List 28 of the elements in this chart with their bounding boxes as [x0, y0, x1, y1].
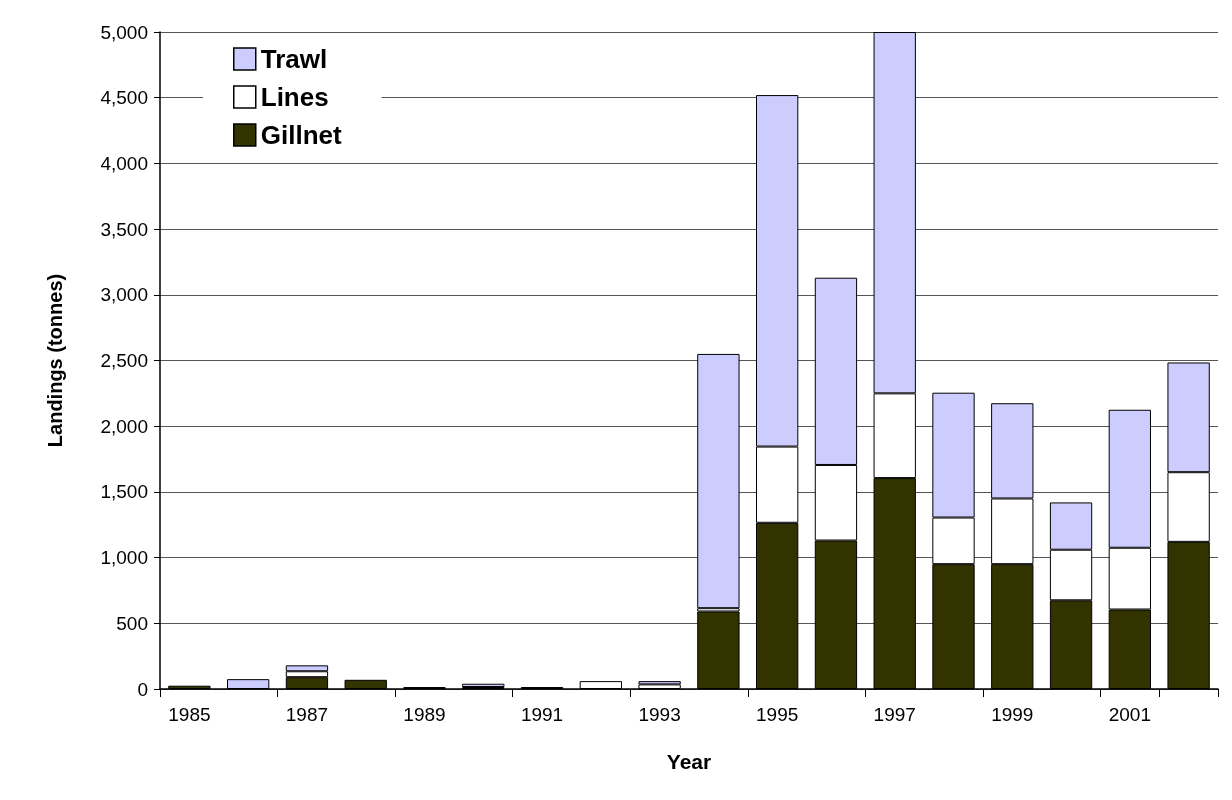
y-tick-label: 1,000 — [100, 547, 148, 569]
x-tick-label: 2001 — [1108, 704, 1151, 725]
bar — [638, 681, 681, 685]
x-tick-label: 1997 — [873, 704, 916, 725]
y-tick-label: 500 — [116, 612, 148, 634]
bar — [697, 353, 740, 609]
y-tick-label: 4,500 — [100, 87, 148, 109]
bar — [462, 683, 505, 688]
x-tick-label: 1989 — [403, 704, 446, 725]
y-tick-label: 3,500 — [100, 218, 148, 240]
legend-label: Gillnet — [260, 120, 342, 150]
x-tick-label: 1991 — [520, 704, 564, 725]
y-axis-title: Landings (tonnes) — [44, 273, 66, 448]
x-tick-label: 1987 — [285, 704, 329, 725]
legend-label: Trawl — [260, 44, 328, 74]
x-tick-label: 1995 — [756, 704, 799, 725]
y-tick-label: 5,000 — [100, 21, 148, 43]
y-tick-label: 1,500 — [100, 481, 148, 503]
y-tick-label: 3,000 — [100, 284, 148, 306]
legend-label: Lines — [260, 82, 329, 112]
x-axis-title: Year — [666, 750, 712, 773]
x-tick-label: 1993 — [638, 704, 681, 725]
y-tick-label: 4,000 — [100, 152, 148, 174]
x-tick-label: 1999 — [991, 704, 1034, 725]
y-tick-label: 2,500 — [100, 350, 148, 371]
x-tick-label: 1985 — [168, 704, 211, 725]
y-tick-label: 0 — [137, 678, 148, 700]
y-tick-label: 2,000 — [100, 415, 148, 437]
